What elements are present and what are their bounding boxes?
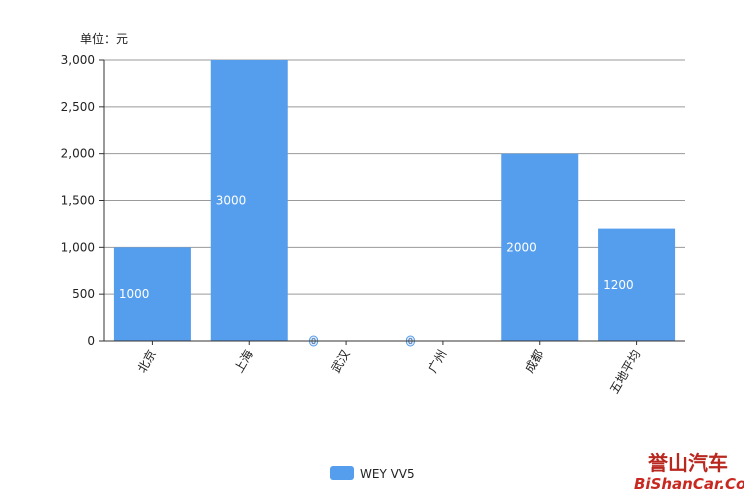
category-label: 广州 [425,348,449,376]
data-label: 3000 [216,194,247,208]
legend-swatch [330,466,354,480]
y-axis-ticks: 0 500 1,000 1,500 2,000 2,500 3,000 [61,53,104,348]
bar[interactable] [501,153,579,341]
category-label: 上海 [231,347,256,375]
unit-label: 单位：元 [80,31,128,46]
bar[interactable] [598,228,676,341]
watermark-title: 誉山汽车 [647,451,728,475]
bar[interactable] [210,60,288,341]
category-label: 五地平均 [607,348,643,397]
y-tick-label: 1,500 [61,194,95,208]
y-tick-label: 0 [87,334,95,348]
y-tick-label: 2,500 [61,100,95,114]
y-tick-label: 2,000 [61,147,95,161]
y-tick-label: 3,000 [61,53,95,67]
y-tick-label: 500 [72,287,95,301]
gridlines [104,59,685,295]
bars: 100030000020001200 [113,60,676,347]
category-label: 武汉 [329,348,353,376]
x-axis-categories: 北京 上海 武汉 广州 成都 五地平均 [135,341,643,396]
data-label: 2000 [506,240,537,254]
category-label: 成都 [522,348,546,376]
legend[interactable]: WEY VV5 [330,466,415,481]
watermark-url: BiShanCar.Com [634,475,744,493]
y-tick-label: 1,000 [61,240,95,254]
watermark: 誉山汽车 BiShanCar.Com [634,451,744,493]
data-label: 1000 [119,287,150,301]
category-label: 北京 [135,348,159,376]
legend-label: WEY VV5 [360,467,415,481]
data-label: 1200 [603,278,634,292]
bar[interactable] [113,247,191,341]
